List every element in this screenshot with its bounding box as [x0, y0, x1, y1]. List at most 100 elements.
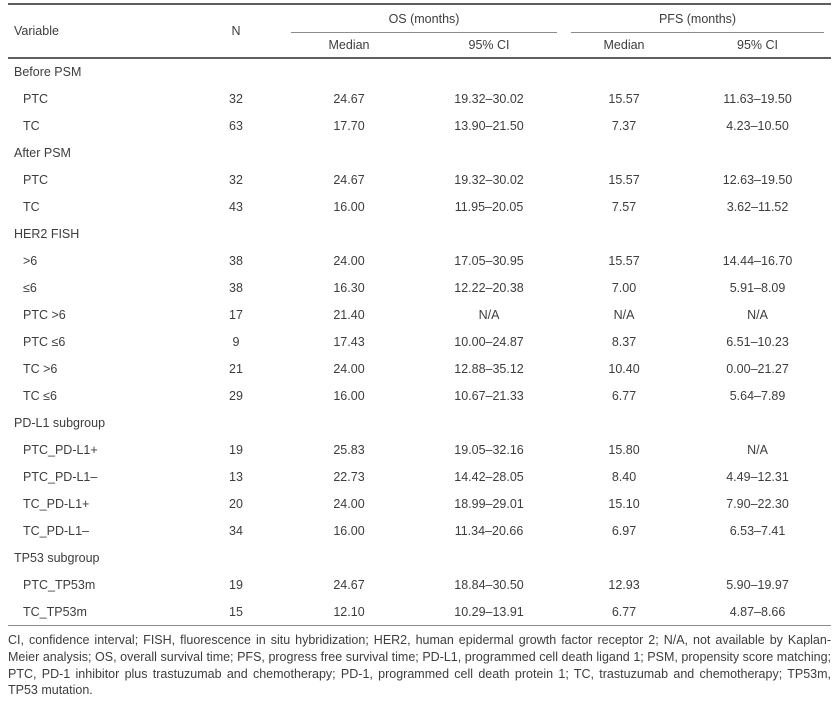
cell-pfs-ci: 6.53–7.41 — [729, 523, 786, 538]
table-row: PTC_PD-L1+ 19 25.83 19.05–32.16 15.80 N/… — [8, 436, 831, 463]
cell-n: 15 — [229, 604, 243, 619]
cell-os-ci: 19.32–30.02 — [454, 91, 524, 106]
table-row: >6 38 24.00 17.05–30.95 15.57 14.44–16.7… — [8, 247, 831, 274]
header-pfs-group-label: PFS (months) — [571, 5, 825, 33]
cell-pfs-ci: 14.44–16.70 — [722, 253, 793, 268]
cell-os-median: 16.00 — [333, 388, 365, 403]
cell-n: 32 — [229, 172, 243, 187]
cell-pfs-median: 15.80 — [608, 442, 640, 457]
cell-os-median: 21.40 — [333, 307, 365, 322]
table-section-row: TP53 subgroup — [8, 544, 831, 571]
cell-variable: TC_TP53m — [23, 604, 87, 619]
cell-variable: PTC >6 — [23, 307, 66, 322]
cell-os-ci: N/A — [478, 307, 500, 322]
cell-pfs-ci: N/A — [747, 307, 768, 322]
header-group-row: Variable N OS (months) PFS (months) — [8, 3, 832, 59]
table-row: TC_PD-L1– 34 16.00 11.34–20.66 6.97 6.53… — [8, 517, 831, 544]
cell-pfs-median: 8.37 — [611, 334, 637, 349]
header-sub-row: Median 95% CI Median 95% CI — [8, 33, 832, 59]
cell-os-ci: 14.42–28.05 — [454, 469, 524, 484]
cell-os-median: 17.70 — [333, 118, 365, 133]
cell-variable: ≤6 — [23, 280, 37, 295]
cell-os-ci: 12.88–35.12 — [454, 361, 524, 376]
cell-variable: PTC — [23, 172, 48, 187]
header-os-group: OS (months) — [284, 3, 565, 33]
cell-variable: PTC_PD-L1+ — [23, 442, 98, 457]
cell-variable: PTC — [23, 91, 48, 106]
cell-variable: TC_PD-L1– — [23, 523, 89, 538]
cell-n: 43 — [229, 199, 243, 214]
cell-os-median: 24.67 — [333, 91, 365, 106]
cell-pfs-ci: 11.63–19.50 — [723, 91, 792, 106]
cell-os-ci: 13.90–21.50 — [454, 118, 524, 133]
cell-pfs-ci: 0.00–21.27 — [726, 361, 789, 376]
cell-os-median: 12.10 — [333, 604, 365, 619]
cell-pfs-median: 15.57 — [608, 253, 640, 268]
section-label: PD-L1 subgroup — [14, 415, 106, 430]
cell-pfs-ci: 7.90–22.30 — [726, 496, 789, 511]
table-section-row: PD-L1 subgroup — [8, 409, 831, 436]
cell-pfs-ci: 12.63–19.50 — [722, 172, 793, 187]
cell-pfs-median: 7.37 — [611, 118, 637, 133]
cell-variable: TC — [23, 199, 40, 214]
cell-os-ci: 19.05–32.16 — [454, 442, 524, 457]
results-table: Variable N OS (months) PFS (months) Medi… — [8, 3, 832, 625]
header-pfs-group: PFS (months) — [564, 3, 832, 33]
table-row: PTC_TP53m 19 24.67 18.84–30.50 12.93 5.9… — [8, 571, 831, 598]
cell-n: 34 — [229, 523, 243, 538]
header-os-median: Median — [284, 33, 414, 59]
cell-os-median: 17.43 — [333, 334, 365, 349]
cell-n: 19 — [229, 577, 243, 592]
cell-pfs-ci: N/A — [747, 442, 768, 457]
table-row: TC 43 16.00 11.95–20.05 7.57 3.62–11.52 — [8, 193, 831, 220]
cell-n: 9 — [232, 334, 240, 349]
cell-pfs-ci: 6.51–10.23 — [726, 334, 789, 349]
table-row: PTC 32 24.67 19.32–30.02 15.57 11.63–19.… — [8, 85, 831, 112]
cell-os-median: 22.73 — [333, 469, 365, 484]
cell-os-median: 24.67 — [333, 577, 365, 592]
cell-os-median: 24.00 — [333, 361, 365, 376]
table-footnote: CI, confidence interval; FISH, fluoresce… — [8, 625, 831, 699]
cell-variable: TC — [23, 118, 40, 133]
cell-n: 63 — [229, 118, 243, 133]
cell-pfs-median: 12.93 — [608, 577, 640, 592]
header-pfs-ci: 95% CI — [684, 33, 832, 59]
cell-n: 38 — [229, 280, 243, 295]
cell-n: 19 — [229, 442, 243, 457]
table-row: PTC 32 24.67 19.32–30.02 15.57 12.63–19.… — [8, 166, 831, 193]
cell-os-median: 24.67 — [333, 172, 365, 187]
cell-pfs-median: 6.97 — [611, 523, 637, 538]
cell-pfs-ci: 5.91–8.09 — [729, 280, 786, 295]
cell-variable: PTC ≤6 — [23, 334, 66, 349]
table-body: Before PSM PTC 32 24.67 19.32–30.02 15.5… — [8, 58, 831, 625]
header-variable: Variable — [8, 3, 188, 59]
header-n: N — [188, 3, 284, 59]
cell-os-ci: 10.29–13.91 — [454, 604, 524, 619]
cell-pfs-median: 15.57 — [608, 91, 640, 106]
cell-pfs-median: 6.77 — [611, 604, 637, 619]
cell-pfs-ci: 3.62–11.52 — [726, 199, 789, 214]
cell-n: 21 — [229, 361, 243, 376]
cell-os-median: 16.30 — [333, 280, 365, 295]
cell-pfs-median: N/A — [613, 307, 635, 322]
header-os-group-label: OS (months) — [291, 5, 558, 33]
cell-os-ci: 12.22–20.38 — [454, 280, 524, 295]
table-row: PTC >6 17 21.40 N/A N/A N/A — [8, 301, 831, 328]
cell-os-median: 16.00 — [333, 523, 365, 538]
cell-pfs-median: 7.57 — [611, 199, 637, 214]
cell-n: 20 — [229, 496, 243, 511]
cell-pfs-median: 15.10 — [608, 496, 640, 511]
cell-os-ci: 11.95–20.05 — [454, 199, 524, 214]
table-row: ≤6 38 16.30 12.22–20.38 7.00 5.91–8.09 — [8, 274, 831, 301]
cell-variable: TC >6 — [23, 361, 58, 376]
header-os-ci: 95% CI — [414, 33, 565, 59]
section-label: HER2 FISH — [14, 226, 80, 241]
header-pfs-median: Median — [564, 33, 685, 59]
table-section-row: After PSM — [8, 139, 831, 166]
cell-pfs-median: 6.77 — [611, 388, 637, 403]
cell-n: 13 — [229, 469, 243, 484]
cell-os-ci: 10.67–21.33 — [454, 388, 524, 403]
cell-pfs-ci: 4.23–10.50 — [726, 118, 789, 133]
table-row: PTC ≤6 9 17.43 10.00–24.87 8.37 6.51–10.… — [8, 328, 831, 355]
table-row: TC_PD-L1+ 20 24.00 18.99–29.01 15.10 7.9… — [8, 490, 831, 517]
